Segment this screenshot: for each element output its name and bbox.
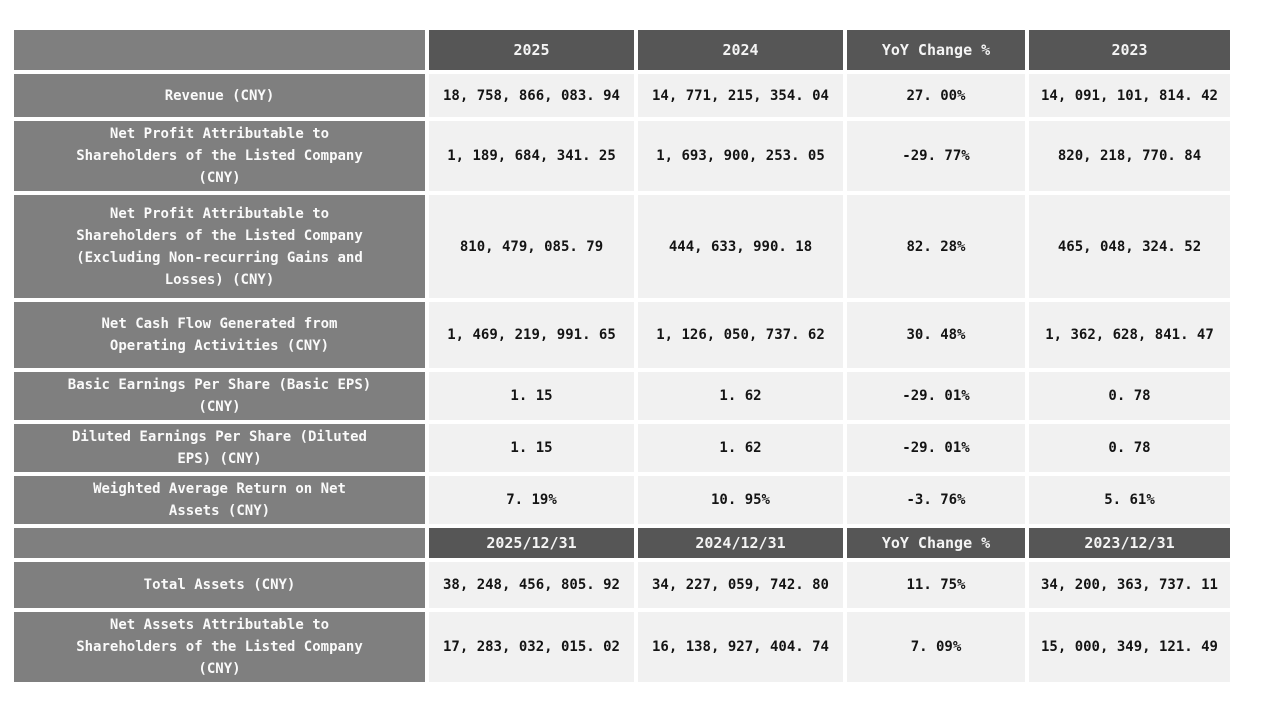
- year-header-row: 2025 2024 YoY Change % 2023: [14, 30, 1230, 70]
- cell-value: 14, 771, 215, 354. 04: [638, 74, 843, 117]
- cell-value: 82. 28%: [847, 195, 1025, 298]
- cell-value: -29. 77%: [847, 121, 1025, 191]
- row-label: Net Cash Flow Generated from Operating A…: [14, 302, 425, 368]
- cell-value: 5. 61%: [1029, 476, 1230, 524]
- row-label: Net Profit Attributable to Shareholders …: [14, 195, 425, 298]
- cell-value: 27. 00%: [847, 74, 1025, 117]
- column-header-date-3: 2023/12/31: [1029, 528, 1230, 558]
- column-header-date-1: 2025/12/31: [429, 528, 634, 558]
- row-label: Net Profit Attributable to Shareholders …: [14, 121, 425, 191]
- table-row-weighted-avg-return: Weighted Average Return on Net Assets (C…: [14, 476, 1230, 524]
- cell-value: 1, 189, 684, 341. 25: [429, 121, 634, 191]
- cell-value: -29. 01%: [847, 372, 1025, 420]
- cell-value: 14, 091, 101, 814. 42: [1029, 74, 1230, 117]
- cell-value: 11. 75%: [847, 562, 1025, 608]
- cell-value: 1. 62: [638, 372, 843, 420]
- table-row-total-assets: Total Assets (CNY) 38, 248, 456, 805. 92…: [14, 562, 1230, 608]
- table-row-operating-cash-flow: Net Cash Flow Generated from Operating A…: [14, 302, 1230, 368]
- financial-summary-table-container: 2025 2024 YoY Change % 2023 Revenue (CNY…: [10, 26, 1234, 686]
- cell-value: 1, 362, 628, 841. 47: [1029, 302, 1230, 368]
- column-header-yoy-change-2: YoY Change %: [847, 528, 1025, 558]
- row-label: Weighted Average Return on Net Assets (C…: [14, 476, 425, 524]
- cell-value: 7. 09%: [847, 612, 1025, 682]
- cell-value: 30. 48%: [847, 302, 1025, 368]
- column-header-year-2: 2024: [638, 30, 843, 70]
- table-row-basic-eps: Basic Earnings Per Share (Basic EPS) (CN…: [14, 372, 1230, 420]
- cell-value: 1, 126, 050, 737. 62: [638, 302, 843, 368]
- financial-summary-table: 2025 2024 YoY Change % 2023 Revenue (CNY…: [10, 26, 1234, 686]
- row-label: Diluted Earnings Per Share (Diluted EPS)…: [14, 424, 425, 472]
- row-label: Basic Earnings Per Share (Basic EPS) (CN…: [14, 372, 425, 420]
- cell-value: 0. 78: [1029, 424, 1230, 472]
- cell-value: 1, 693, 900, 253. 05: [638, 121, 843, 191]
- date-header-row: 2025/12/31 2024/12/31 YoY Change % 2023/…: [14, 528, 1230, 558]
- row-label: Revenue (CNY): [14, 74, 425, 117]
- cell-value: 17, 283, 032, 015. 02: [429, 612, 634, 682]
- column-header-year-1: 2025: [429, 30, 634, 70]
- cell-value: 444, 633, 990. 18: [638, 195, 843, 298]
- corner-header-cell: [14, 30, 425, 70]
- table-row-revenue: Revenue (CNY) 18, 758, 866, 083. 94 14, …: [14, 74, 1230, 117]
- column-header-year-3: 2023: [1029, 30, 1230, 70]
- cell-value: 0. 78: [1029, 372, 1230, 420]
- cell-value: -29. 01%: [847, 424, 1025, 472]
- cell-value: 1. 15: [429, 424, 634, 472]
- row-label: Net Assets Attributable to Shareholders …: [14, 612, 425, 682]
- table-row-net-assets: Net Assets Attributable to Shareholders …: [14, 612, 1230, 682]
- column-header-date-2: 2024/12/31: [638, 528, 843, 558]
- table-row-net-profit: Net Profit Attributable to Shareholders …: [14, 121, 1230, 191]
- cell-value: 7. 19%: [429, 476, 634, 524]
- row-label: Total Assets (CNY): [14, 562, 425, 608]
- cell-value: 810, 479, 085. 79: [429, 195, 634, 298]
- cell-value: -3. 76%: [847, 476, 1025, 524]
- corner-header-cell: [14, 528, 425, 558]
- cell-value: 10. 95%: [638, 476, 843, 524]
- cell-value: 1. 15: [429, 372, 634, 420]
- table-row-net-profit-excl-nonrecurring: Net Profit Attributable to Shareholders …: [14, 195, 1230, 298]
- cell-value: 1. 62: [638, 424, 843, 472]
- cell-value: 16, 138, 927, 404. 74: [638, 612, 843, 682]
- column-header-yoy-change: YoY Change %: [847, 30, 1025, 70]
- cell-value: 1, 469, 219, 991. 65: [429, 302, 634, 368]
- cell-value: 820, 218, 770. 84: [1029, 121, 1230, 191]
- cell-value: 38, 248, 456, 805. 92: [429, 562, 634, 608]
- cell-value: 34, 227, 059, 742. 80: [638, 562, 843, 608]
- cell-value: 15, 000, 349, 121. 49: [1029, 612, 1230, 682]
- cell-value: 18, 758, 866, 083. 94: [429, 74, 634, 117]
- cell-value: 465, 048, 324. 52: [1029, 195, 1230, 298]
- table-row-diluted-eps: Diluted Earnings Per Share (Diluted EPS)…: [14, 424, 1230, 472]
- cell-value: 34, 200, 363, 737. 11: [1029, 562, 1230, 608]
